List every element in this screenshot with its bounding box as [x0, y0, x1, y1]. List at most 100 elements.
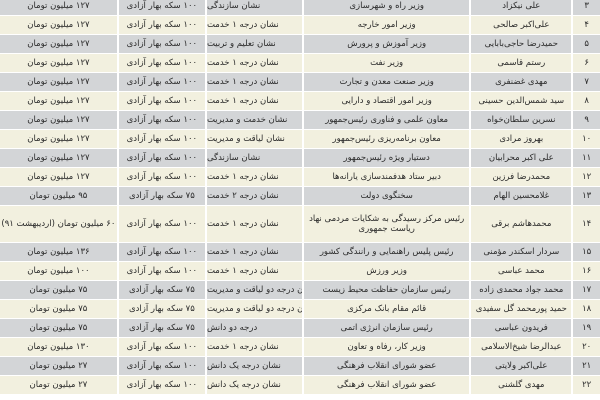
coins-cell: ۱۰۰ سکه بهار آزادی [116, 357, 205, 375]
cash-prize-cell: ۱۲۷ میلیون تومان [0, 73, 117, 91]
table-row: ۴ علی‌اکبر صالحی وزیر امور خارجه نشان درجه … [0, 16, 600, 35]
table-row: ۶ رستم قاسمی وزیر نفت نشان درجه ۱ خدمت ۱۰۰ س… [0, 54, 600, 73]
medal-cell: نشان سازندگی [204, 149, 302, 167]
recipient-name-cell: نسرین سلطان‌خواه [469, 111, 572, 129]
position-cell: عضو شورای انقلاب فرهنگی [302, 376, 470, 394]
row-number-cell: ۲۱ [571, 357, 600, 375]
position-cell: قائم مقام بانک مرکزی [302, 300, 470, 318]
medal-cell: نشان درجه ۱ خدمت [204, 243, 302, 261]
medal-cell: نشان لیاقت و مدیریت [204, 130, 302, 148]
row-number-cell: ۱۰ [571, 130, 600, 148]
row-number-cell: ۶ [571, 54, 600, 72]
medal-cell: نشان درجه ۱ خدمت [204, 262, 302, 280]
row-number-cell: ۴ [571, 16, 600, 34]
medal-cell: نشان خدمت و مدیریت [204, 111, 302, 129]
coins-cell: ۱۰۰ سکه بهار آزادی [116, 16, 205, 34]
position-cell: سخنگوی دولت [302, 187, 470, 205]
cash-prize-cell: ۷۵ میلیون تومان [0, 281, 117, 299]
position-cell: رئیس سازمان انرژی اتمی [302, 319, 470, 337]
cash-prize-cell: ۶۰ میلیون تومان (اردیبهشت ۹۱) [0, 206, 117, 242]
position-cell: رئیس سازمان حفاظت محیط زیست [302, 281, 470, 299]
recipient-name-cell: حمیدرضا حاجی‌بابایی [469, 35, 572, 53]
row-number-cell: ۲۲ [571, 376, 600, 394]
cash-prize-cell: ۱۳۰ میلیون تومان [0, 338, 117, 356]
position-cell: وزیر راه و شهرسازی [302, 0, 470, 15]
medal-cell: نشان درجه ۱ خدمت [204, 206, 302, 242]
coins-cell: ۱۰۰ سکه بهار آزادی [116, 54, 205, 72]
recipient-name-cell: بهروز مرادی [469, 130, 572, 148]
table-row: ۵ حمیدرضا حاجی‌بابایی وزیر آموزش و پرورش نش… [0, 35, 600, 54]
position-cell: دستیار ویژه رئیس‌جمهور [302, 149, 470, 167]
table-row: ۹ نسرین سلطان‌خواه معاون علمی و فناوری رئی… [0, 111, 600, 130]
cash-prize-cell: ۹۵ میلیون تومان [0, 187, 117, 205]
row-number-cell: ۱۴ [571, 206, 600, 242]
coins-cell: ۷۵ سکه بهار آزادی [116, 187, 205, 205]
row-number-cell: ۷ [571, 73, 600, 91]
coins-cell: ۱۰۰ سکه بهار آزادی [116, 111, 205, 129]
coins-cell: ۱۰۰ سکه بهار آزادی [116, 262, 205, 280]
coins-cell: ۱۰۰ سکه بهار آزادی [116, 35, 205, 53]
coins-cell: ۱۰۰ سکه بهار آزادی [116, 206, 205, 242]
recipient-name-cell: علی‌اکبر صالحی [469, 16, 572, 34]
cash-prize-cell: ۷۵ میلیون تومان [0, 319, 117, 337]
recipient-name-cell: سید شمس‌الدین حسینی [469, 92, 572, 110]
table-row: ۲۱ علی‌اکبر ولایتی عضو شورای انقلاب فرهنگی… [0, 357, 600, 376]
position-cell: وزیر نفت [302, 54, 470, 72]
row-number-cell: ۱۷ [571, 281, 600, 299]
cash-prize-cell: ۱۲۷ میلیون تومان [0, 168, 117, 186]
row-number-cell: ۱۵ [571, 243, 600, 261]
cash-prize-cell: ۱۲۷ میلیون تومان [0, 35, 117, 53]
position-cell: وزیر آموزش و پرورش [302, 35, 470, 53]
table-row: ۲۲ مهدی گلشنی عضو شورای انقلاب فرهنگی نشان … [0, 376, 600, 395]
position-cell: وزیر امور خارجه [302, 16, 470, 34]
row-number-cell: ۱۹ [571, 319, 600, 337]
table-row: ۸ سید شمس‌الدین حسینی وزیر امور اقتصاد و د… [0, 92, 600, 111]
medal-cell: درجه دو دانش [204, 319, 302, 337]
recipient-name-cell: علی نیکزاد [469, 0, 572, 15]
cash-prize-cell: ۱۳۶ میلیون تومان [0, 243, 117, 261]
cash-prize-cell: ۱۲۷ میلیون تومان [0, 54, 117, 72]
coins-cell: ۱۰۰ سکه بهار آزادی [116, 73, 205, 91]
position-cell: رئیس مرکز رسیدگی به شکایات مردمی نهاد ری… [302, 206, 470, 242]
recipient-name-cell: رستم قاسمی [469, 54, 572, 72]
recipient-name-cell: محمدرضا فرزین [469, 168, 572, 186]
position-cell: معاون علمی و فناوری رئیس‌جمهور [302, 111, 470, 129]
medal-cell: نشان درجه ۱ خدمت [204, 168, 302, 186]
recipient-name-cell: غلامحسین الهام [469, 187, 572, 205]
medal-cell: نشان تعلیم و تربیت [204, 35, 302, 53]
coins-cell: ۷۵ سکه بهار آزادی [116, 319, 205, 337]
recipient-name-cell: سردار اسکندر مؤمنی [469, 243, 572, 261]
recipient-name-cell: مهدی غضنفری [469, 73, 572, 91]
recipient-name-cell: محمد عباسی [469, 262, 572, 280]
medal-cell: نشان درجه یک دانش [204, 357, 302, 375]
table-row: ۱۰ بهروز مرادی معاون برنامه‌ریزی رئیس‌جمهو… [0, 130, 600, 149]
row-number-cell: ۳ [571, 0, 600, 15]
position-cell: وزیر امور اقتصاد و دارایی [302, 92, 470, 110]
row-number-cell: ۱۶ [571, 262, 600, 280]
position-cell: وزیر صنعت معدن و تجارت [302, 73, 470, 91]
coins-cell: ۱۰۰ سکه بهار آزادی [116, 376, 205, 394]
cash-prize-cell: ۱۲۷ میلیون تومان [0, 130, 117, 148]
row-number-cell: ۱۱ [571, 149, 600, 167]
recipient-name-cell: محمدهاشم برقی [469, 206, 572, 242]
cash-prize-cell: ۲۷ میلیون تومان [0, 357, 117, 375]
recipient-name-cell: علی‌اکبر ولایتی [469, 357, 572, 375]
table-row: ۱۷ محمد جواد محمدی زاده رئیس سازمان حفاظت … [0, 281, 600, 300]
table-row: ۱۹ فریدون عباسی رئیس سازمان انرژی اتمی درجه… [0, 319, 600, 338]
coins-cell: ۱۰۰ سکه بهار آزادی [116, 149, 205, 167]
table-row: ۱۸ حمید پورمحمد گل سفیدی قائم مقام بانک مر… [0, 300, 600, 319]
coins-cell: ۱۰۰ سکه بهار آزادی [116, 0, 205, 15]
row-number-cell: ۱۲ [571, 168, 600, 186]
table-row: ۱۶ محمد عباسی وزیر ورزش نشان درجه ۱ خدمت ۱۰۰… [0, 262, 600, 281]
cash-prize-cell: ۱۲۷ میلیون تومان [0, 111, 117, 129]
table-row: ۱۵ سردار اسکندر مؤمنی رئیس پلیس راهنمایی و… [0, 243, 600, 262]
position-cell: دبیر ستاد هدفمندسازی یارانه‌ها [302, 168, 470, 186]
recipient-name-cell: عبدالرضا شیخ‌الاسلامی [469, 338, 572, 356]
recipient-name-cell: مهدی گلشنی [469, 376, 572, 394]
table-row: ۲۰ عبدالرضا شیخ‌الاسلامی وزیر کار، رفاه و … [0, 338, 600, 357]
recipient-name-cell: حمید پورمحمد گل سفیدی [469, 300, 572, 318]
coins-cell: ۱۰۰ سکه بهار آزادی [116, 130, 205, 148]
medal-cell: نشان درجه ۱ خدمت [204, 16, 302, 34]
cash-prize-cell: ۷۵ میلیون تومان [0, 300, 117, 318]
medal-cell: نشان سازندگی [204, 0, 302, 15]
